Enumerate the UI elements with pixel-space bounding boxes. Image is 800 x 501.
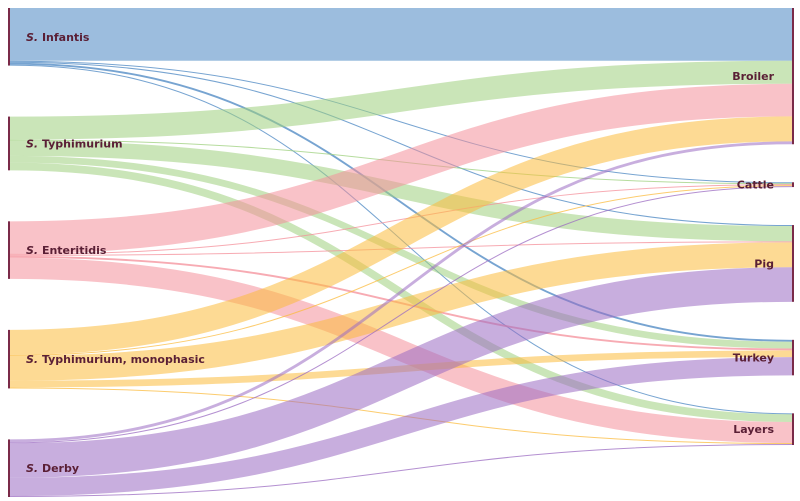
flow-typhimurium-to-broiler <box>9 60 793 140</box>
source-label-name: Typhimurium, monophasic <box>38 353 205 366</box>
source-label-typh-mono: S. Typhimurium, monophasic <box>26 353 205 366</box>
source-label-derby: S. Derby <box>26 462 79 475</box>
target-node-cattle <box>792 182 794 188</box>
flow-derby-to-turkey <box>9 357 793 497</box>
flow-enteritidis-to-layers <box>9 257 793 444</box>
source-label-name: Typhimurium <box>38 137 122 150</box>
source-label-prefix: S. <box>26 353 38 366</box>
source-label-enteritidis: S. Enteritidis <box>26 244 107 257</box>
target-node-turkey <box>792 339 794 376</box>
flow-derby-to-layers <box>9 444 793 498</box>
source-node-typh-mono <box>8 329 10 389</box>
flow-derby-to-broiler <box>9 141 793 443</box>
flow-infantis-to-turkey <box>9 62 793 342</box>
source-node-typhimurium <box>8 116 10 171</box>
source-node-enteritidis <box>8 221 10 279</box>
source-label-name: Enteritidis <box>38 244 107 257</box>
target-label-pig: Pig <box>754 257 774 270</box>
source-label-name: Derby <box>38 462 79 475</box>
flow-typhimurium-to-turkey <box>9 155 793 349</box>
flow-typhimurium-to-pig <box>9 140 793 242</box>
flow-typh-mono-to-layers <box>9 387 793 445</box>
target-node-layers <box>792 413 794 445</box>
source-node-derby <box>8 439 10 497</box>
flow-typh-mono-to-broiler <box>9 116 793 355</box>
flow-infantis-to-cattle <box>9 60 793 184</box>
flow-derby-to-cattle <box>9 186 793 444</box>
source-label-name: Infantis <box>38 31 90 44</box>
target-node-broiler <box>792 8 794 145</box>
flow-typh-mono-to-pig <box>9 242 793 381</box>
target-label-layers: Layers <box>733 423 774 436</box>
target-node-pig <box>792 225 794 302</box>
flow-enteritidis-to-broiler <box>9 83 793 254</box>
flow-enteritidis-to-cattle <box>9 184 793 255</box>
source-label-prefix: S. <box>26 244 38 257</box>
links-layer <box>9 7 793 498</box>
source-label-prefix: S. <box>26 31 38 44</box>
flow-derby-to-pig <box>9 267 793 478</box>
target-label-broiler: Broiler <box>732 70 774 83</box>
target-label-turkey: Turkey <box>733 352 774 365</box>
nodes-layer <box>8 8 794 497</box>
source-label-prefix: S. <box>26 462 38 475</box>
source-label-prefix: S. <box>26 137 38 150</box>
source-label-typhimurium: S. Typhimurium <box>26 137 123 150</box>
flow-infantis-to-pig <box>9 61 793 227</box>
source-label-infantis: S. Infantis <box>26 31 90 44</box>
source-node-infantis <box>8 8 10 66</box>
flow-typh-mono-to-cattle <box>9 185 793 356</box>
target-label-cattle: Cattle <box>737 179 774 192</box>
